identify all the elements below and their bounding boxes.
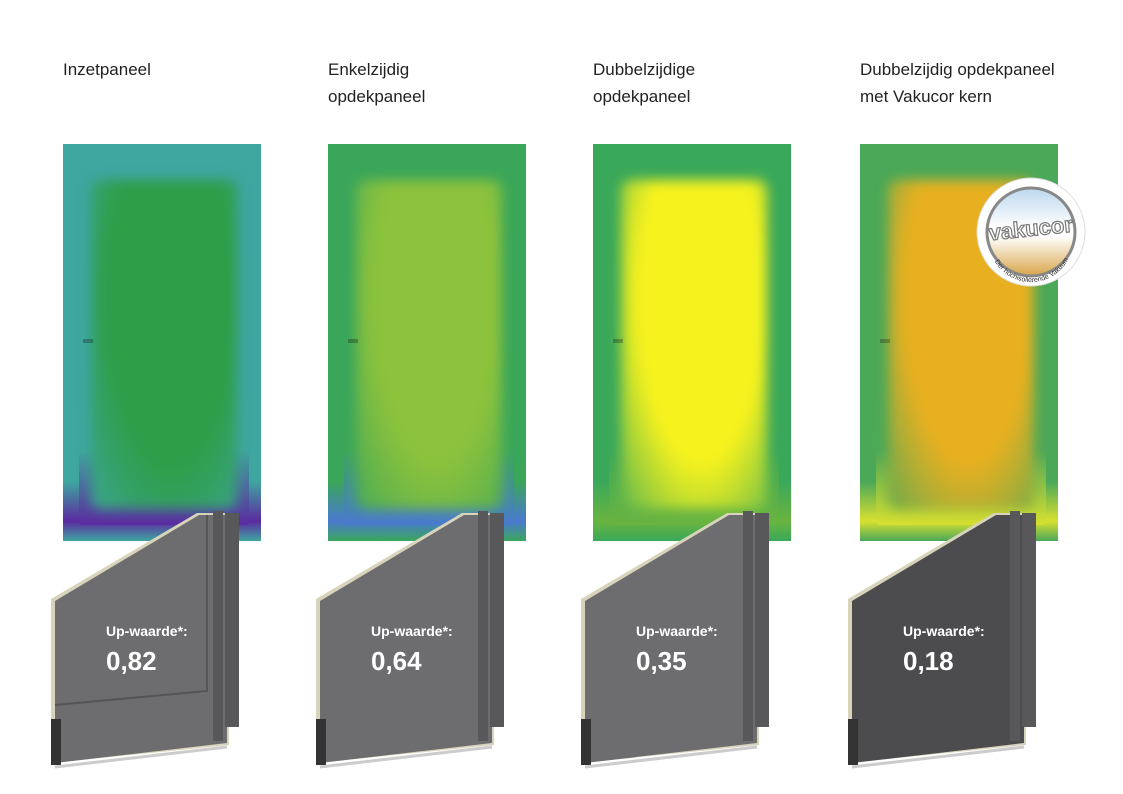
vakucor-badge-logo: vakucor Der hochisolierende Vakuumkern [975, 176, 1086, 287]
up-value-label: Up-waarde*: [106, 623, 188, 639]
door-panel-cross-section [848, 511, 1036, 769]
column-title: Enkelzijdig opdekpaneel [328, 60, 426, 106]
up-value-label: Up-waarde*: [903, 623, 985, 639]
column-title: Dubbelzijdige opdekpaneel [593, 60, 696, 106]
up-value-label: Up-waarde*: [636, 623, 718, 639]
thermal-image [63, 144, 261, 541]
up-value: 0,64 [371, 646, 422, 676]
up-value: 0,35 [636, 646, 687, 676]
column-title: Dubbelzijdig opdekpaneel met Vakucor ker… [860, 60, 1055, 106]
column-title: Inzetpaneel [63, 60, 151, 79]
up-value: 0,18 [903, 646, 954, 676]
door-panel-cross-section [316, 511, 504, 769]
up-value: 0,82 [106, 646, 157, 676]
door-panel-cross-section [581, 511, 769, 769]
thermal-image [593, 144, 791, 541]
door-panel-cross-section [51, 511, 239, 769]
up-value-label: Up-waarde*: [371, 623, 453, 639]
thermal-image [328, 144, 526, 541]
